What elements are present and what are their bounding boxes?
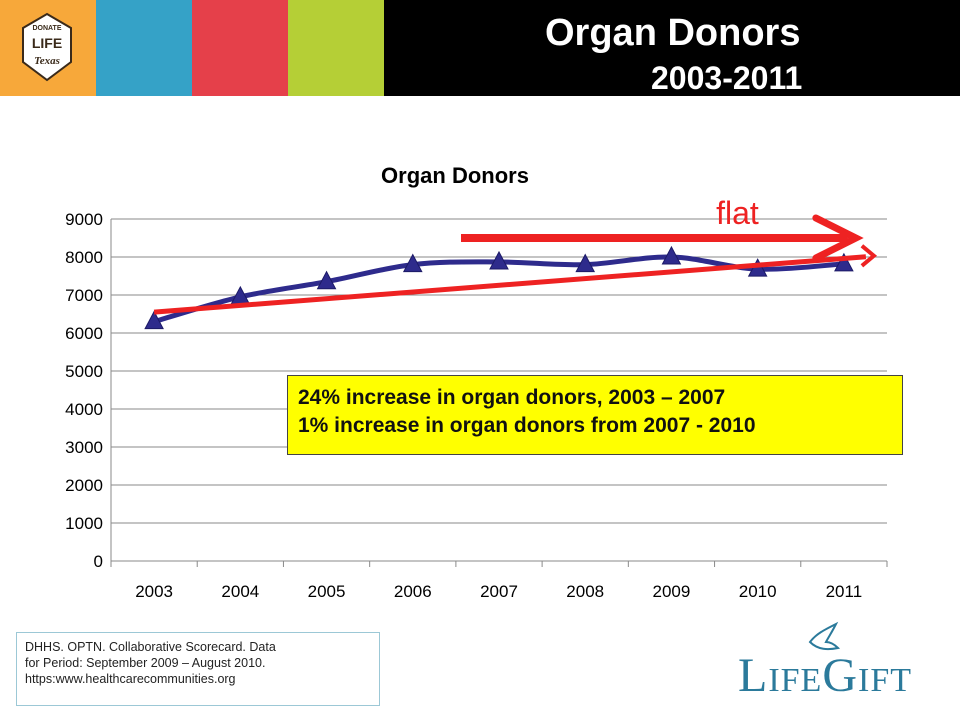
organ-donors-chart: Organ Donors 0 1000 2000 3000 4000 5000 6000 70… bbox=[65, 163, 888, 601]
x-tick-label: 2006 bbox=[394, 582, 432, 601]
donate-life-texas-logo: DONATE LIFE Texas bbox=[22, 12, 72, 82]
lifegift-wordmark: LIFEGIFT bbox=[738, 649, 912, 702]
logo-text-donate: DONATE bbox=[32, 25, 61, 32]
chart-annotations: flat bbox=[153, 195, 878, 315]
y-tick-label: 9000 bbox=[65, 210, 103, 229]
x-tick-label: 2010 bbox=[739, 582, 777, 601]
x-axis: 2003 2004 2005 2006 2007 2008 2009 2010 2011 bbox=[110, 560, 888, 601]
data-point-marker bbox=[144, 310, 164, 330]
y-tick-label: 6000 bbox=[65, 324, 103, 343]
y-tick-label: 2000 bbox=[65, 476, 103, 495]
x-tick-label: 2008 bbox=[566, 582, 604, 601]
logo-text-life: LIFE bbox=[32, 35, 62, 51]
banner-band-red bbox=[192, 0, 288, 96]
callout-line-2: 1% increase in organ donors from 2007 - … bbox=[298, 414, 756, 437]
callout-box: 24% increase in organ donors, 2003 – 200… bbox=[287, 375, 903, 455]
x-tick-label: 2009 bbox=[653, 582, 691, 601]
chart-title: Organ Donors bbox=[381, 163, 529, 188]
y-tick-label: 3000 bbox=[65, 438, 103, 457]
y-tick-label: 5000 bbox=[65, 362, 103, 381]
banner-band-green bbox=[288, 0, 384, 96]
y-tick-label: 7000 bbox=[65, 286, 103, 305]
y-tick-label: 1000 bbox=[65, 514, 103, 533]
banner-band-blue bbox=[96, 0, 192, 96]
slide-title: Organ Donors bbox=[545, 12, 801, 54]
banner-band-orange: DONATE LIFE Texas bbox=[0, 0, 96, 96]
citation-line-3: https:www.healthcarecommunities.org bbox=[25, 672, 236, 686]
x-tick-label: 2007 bbox=[480, 582, 518, 601]
data-point-marker bbox=[316, 270, 337, 290]
flat-arrow-head bbox=[812, 214, 864, 262]
trend-line-arrowhead bbox=[860, 244, 878, 268]
flat-label: flat bbox=[716, 195, 759, 231]
y-tick-label: 4000 bbox=[65, 400, 103, 419]
dove-icon bbox=[808, 621, 841, 651]
y-axis: 0 1000 2000 3000 4000 5000 6000 7000 8000 9000 bbox=[65, 210, 112, 571]
slide-subtitle: 2003-2011 bbox=[651, 60, 803, 96]
x-tick-label: 2003 bbox=[135, 582, 173, 601]
data-point-marker bbox=[661, 245, 682, 265]
data-point-marker bbox=[489, 250, 509, 270]
data-point-marker bbox=[575, 253, 596, 273]
trend-line bbox=[153, 254, 867, 315]
x-tick-label: 2004 bbox=[221, 582, 259, 601]
y-tick-label: 0 bbox=[94, 552, 103, 571]
header-banner: DONATE LIFE Texas Organ Donors 2003-2011 bbox=[0, 0, 960, 96]
logo-text-texas: Texas bbox=[34, 55, 60, 67]
citation-line-2: for Period: September 2009 – August 2010… bbox=[25, 656, 266, 670]
source-citation: DHHS. OPTN. Collaborative Scorecard. Dat… bbox=[16, 632, 380, 706]
data-point-marker bbox=[402, 253, 423, 273]
x-tick-label: 2011 bbox=[826, 582, 863, 601]
data-point-marker bbox=[834, 252, 854, 272]
lifegift-logo: LIFEGIFT bbox=[730, 620, 940, 702]
callout-line-1: 24% increase in organ donors, 2003 – 200… bbox=[298, 386, 726, 409]
citation-line-1: DHHS. OPTN. Collaborative Scorecard. Dat… bbox=[25, 640, 276, 654]
y-tick-label: 8000 bbox=[65, 248, 103, 267]
x-tick-label: 2005 bbox=[308, 582, 346, 601]
